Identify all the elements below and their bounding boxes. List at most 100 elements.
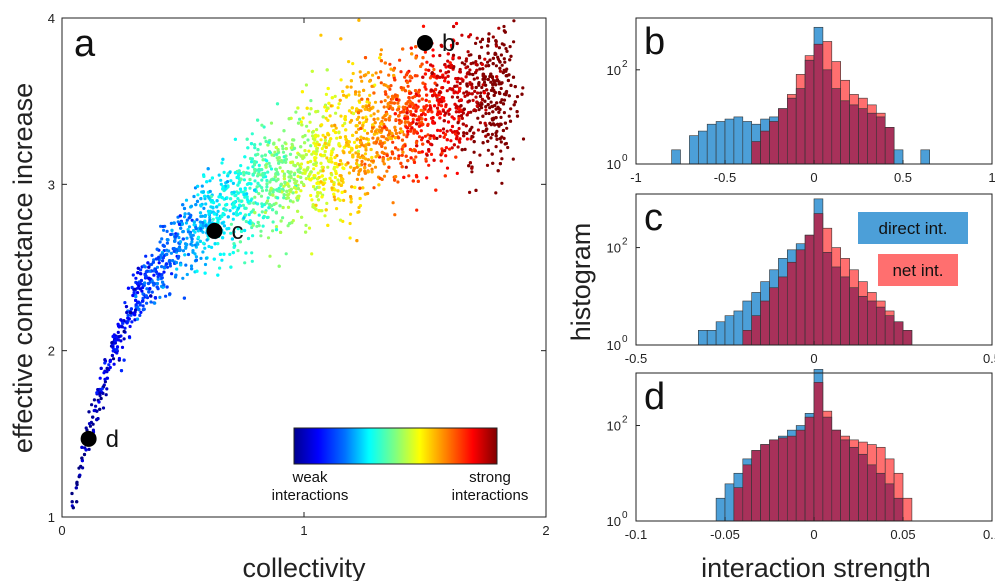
scatter-point	[161, 259, 165, 263]
scatter-point	[300, 90, 304, 94]
scatter-point	[186, 230, 191, 234]
scatter-point	[194, 258, 198, 262]
scatter-point	[333, 188, 337, 192]
scatter-point	[495, 75, 499, 79]
scatter-point	[139, 282, 143, 286]
scatter-point	[229, 179, 233, 183]
scatter-point	[215, 199, 219, 203]
scatter-point	[178, 248, 182, 252]
scatter-point	[474, 71, 478, 75]
scatter-point	[429, 63, 433, 67]
scatter-point	[236, 227, 240, 231]
scatter-point	[448, 147, 452, 151]
scatter-point	[315, 181, 319, 185]
scatter-point	[208, 218, 212, 222]
scatter-point	[502, 43, 506, 47]
scatter-point	[451, 130, 455, 134]
scatter-point	[408, 104, 412, 108]
scatter-point	[409, 112, 413, 117]
scatter-point	[424, 117, 428, 122]
scatter-point	[199, 227, 203, 231]
scatter-point	[341, 219, 345, 223]
scatter-point	[276, 196, 280, 200]
scatter-point	[504, 141, 508, 146]
scatter-point	[372, 141, 376, 145]
scatter-point	[277, 186, 281, 190]
scatter-point	[380, 177, 384, 181]
scatter-point	[440, 100, 444, 104]
scatter-point	[421, 75, 425, 79]
histogram-bar-overlap	[778, 437, 788, 522]
scatter-point	[319, 153, 323, 157]
scatter-point	[265, 178, 269, 183]
histogram-bar-overlap	[742, 330, 752, 346]
scatter-point	[501, 102, 506, 106]
scatter-point	[349, 85, 353, 89]
scatter-point	[307, 149, 311, 153]
scatter-point	[139, 310, 143, 314]
scatter-point	[479, 91, 483, 95]
scatter-point	[82, 452, 87, 457]
panel-d-letter: d	[644, 376, 665, 418]
scatter-point	[411, 102, 415, 106]
histogram-bar-overlap	[867, 464, 877, 522]
scatter-point	[399, 70, 403, 74]
highlight-label-c: c	[231, 218, 243, 245]
histogram-bar-overlap	[804, 416, 815, 522]
scatter-point	[446, 52, 450, 56]
scatter-point	[281, 187, 285, 191]
scatter-point	[171, 259, 175, 263]
scatter-point	[460, 33, 464, 37]
scatter-point	[422, 105, 426, 109]
scatter-point	[289, 170, 293, 174]
scatter-point	[500, 98, 504, 102]
scatter-point	[195, 199, 200, 203]
scatter-point	[465, 137, 469, 141]
x-tick-label: 2	[542, 523, 549, 538]
scatter-point	[403, 75, 407, 79]
scatter-point	[500, 157, 504, 161]
scatter-point	[324, 109, 329, 113]
scatter-point	[267, 161, 271, 165]
scatter-point	[194, 255, 198, 259]
scatter-point	[250, 259, 254, 263]
x-tick-label: 0	[58, 523, 65, 538]
scatter-point	[413, 149, 417, 153]
scatter-point	[180, 222, 184, 226]
scatter-point	[400, 153, 404, 157]
scatter-point	[314, 207, 318, 211]
scatter-point	[396, 101, 400, 105]
scatter-point	[486, 103, 490, 107]
scatter-point	[285, 189, 289, 193]
scatter-point	[363, 171, 367, 175]
scatter-point	[320, 209, 324, 213]
scatter-point	[223, 187, 227, 191]
scatter-point	[478, 67, 482, 71]
scatter-point	[494, 116, 498, 120]
scatter-point	[296, 209, 300, 213]
scatter-point	[221, 157, 225, 161]
scatter-point	[358, 121, 362, 125]
scatter-point	[80, 456, 84, 460]
scatter-point	[370, 129, 374, 133]
scatter-point	[190, 237, 194, 241]
scatter-point	[353, 185, 357, 189]
scatter-point	[252, 163, 257, 167]
scatter-point	[321, 115, 325, 119]
scatter-point	[261, 173, 265, 178]
scatter-point	[242, 173, 246, 177]
scatter-point	[294, 155, 299, 159]
scatter-point	[381, 116, 385, 120]
scatter-point	[465, 93, 470, 97]
scatter-point	[454, 21, 459, 26]
scatter-point	[460, 148, 464, 152]
scatter-point	[474, 95, 478, 99]
scatter-point	[187, 216, 191, 220]
histogram-bar-overlap	[849, 446, 859, 522]
scatter-point	[211, 205, 215, 209]
scatter-point	[435, 136, 439, 140]
scatter-point	[491, 110, 495, 114]
scatter-point	[384, 118, 388, 122]
scatter-point	[446, 109, 450, 113]
scatter-point	[266, 196, 270, 200]
